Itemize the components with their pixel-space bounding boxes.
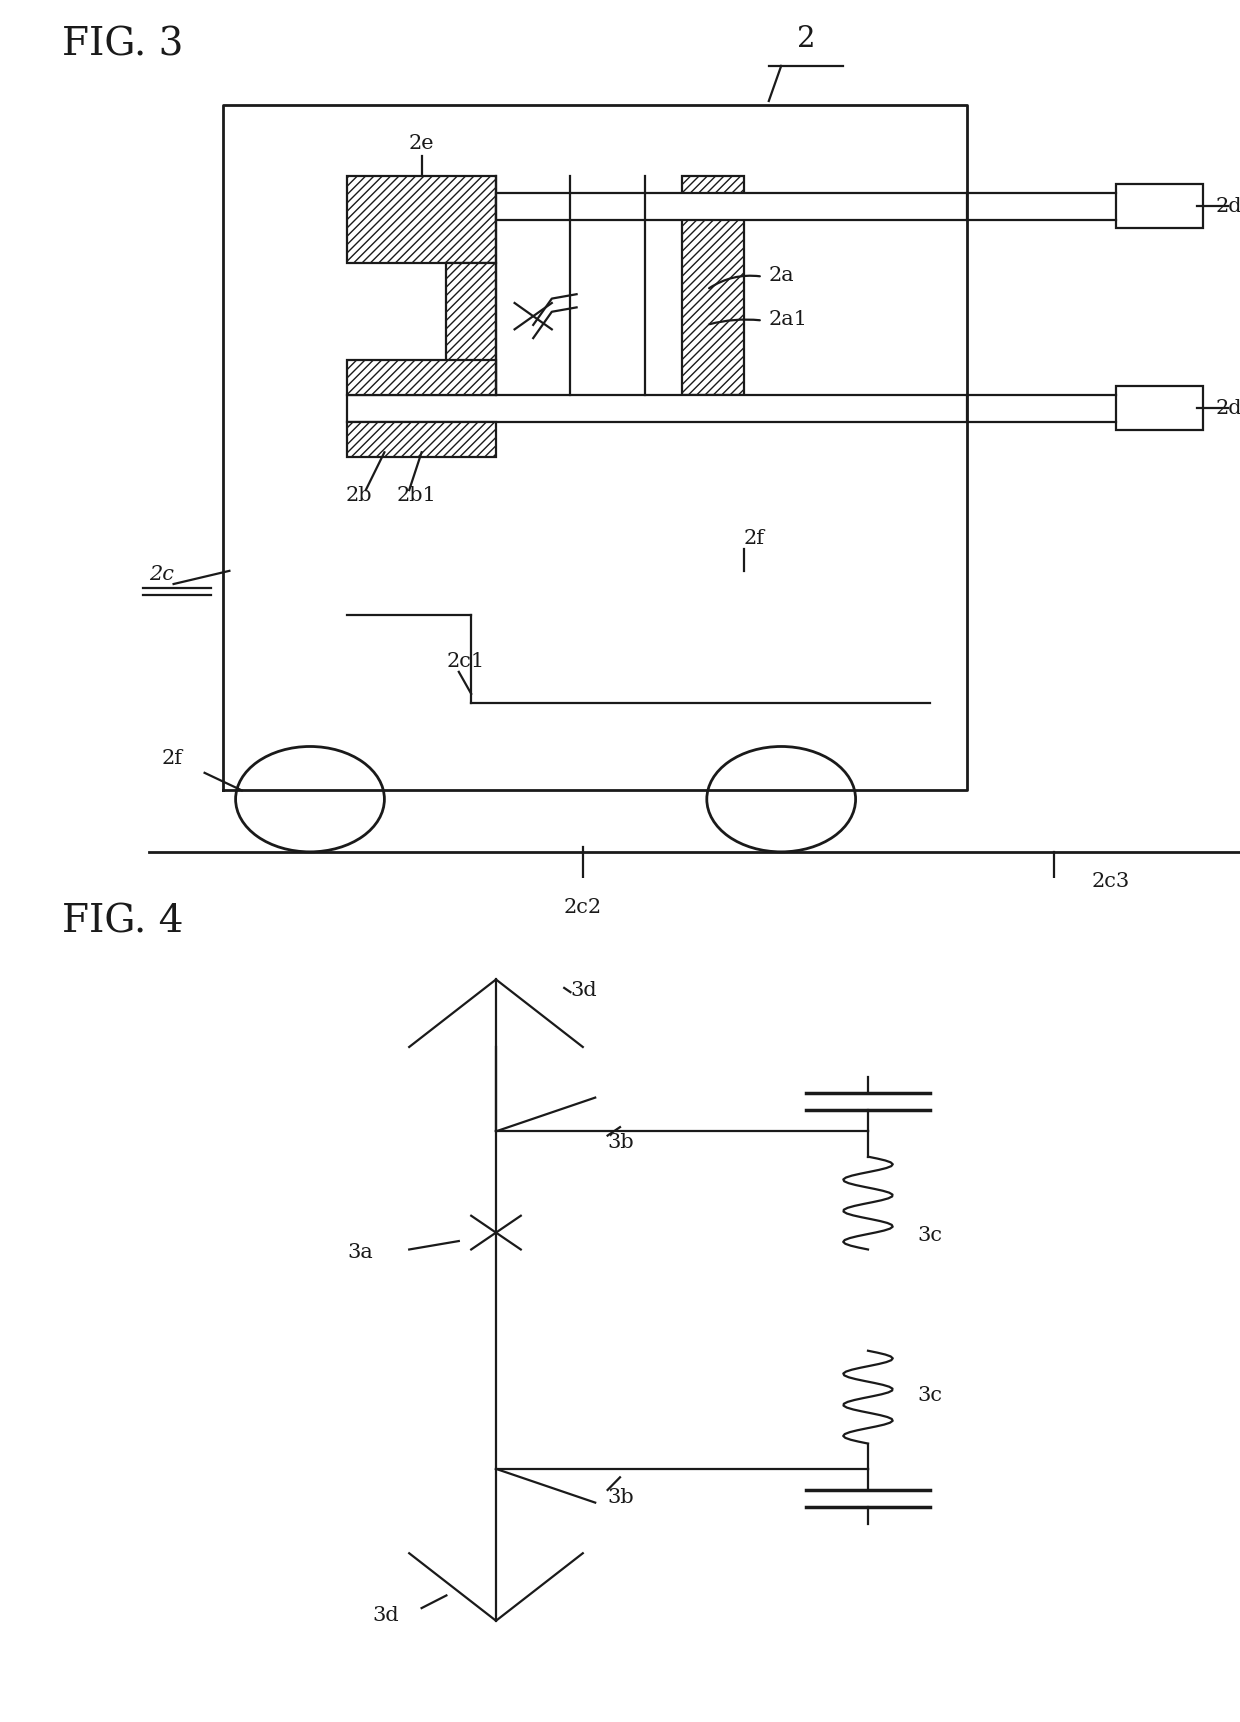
Text: 3c: 3c bbox=[918, 1226, 942, 1245]
Text: 3c: 3c bbox=[918, 1386, 942, 1405]
Bar bbox=[682, 176, 744, 396]
Bar bbox=[496, 193, 967, 219]
Text: 2f: 2f bbox=[744, 529, 765, 549]
Text: 2b1: 2b1 bbox=[397, 486, 436, 505]
Bar bbox=[347, 360, 496, 396]
Text: 2b: 2b bbox=[346, 486, 372, 505]
Text: FIG. 3: FIG. 3 bbox=[62, 26, 184, 64]
Text: 3d: 3d bbox=[570, 982, 596, 1000]
Bar bbox=[1116, 184, 1203, 229]
Text: 3a: 3a bbox=[347, 1243, 373, 1262]
Bar bbox=[347, 422, 496, 456]
Text: 2: 2 bbox=[797, 24, 815, 53]
Bar bbox=[347, 176, 496, 263]
Bar bbox=[446, 263, 496, 396]
Text: FIG. 4: FIG. 4 bbox=[62, 904, 184, 940]
Text: 2f: 2f bbox=[161, 749, 182, 768]
Text: 2c1: 2c1 bbox=[446, 653, 485, 672]
Text: 2d: 2d bbox=[1215, 196, 1240, 215]
Text: 2a: 2a bbox=[769, 265, 795, 286]
Text: 2c2: 2c2 bbox=[564, 899, 601, 918]
Text: 2d: 2d bbox=[1215, 400, 1240, 418]
Text: 2c: 2c bbox=[149, 565, 174, 584]
Bar bbox=[1116, 386, 1203, 430]
Bar bbox=[347, 394, 967, 422]
Text: 3d: 3d bbox=[372, 1605, 398, 1626]
Text: 2a1: 2a1 bbox=[769, 310, 807, 329]
Text: 3b: 3b bbox=[608, 1133, 634, 1152]
Text: 3b: 3b bbox=[608, 1488, 634, 1507]
Text: 2e: 2e bbox=[409, 134, 434, 153]
Text: 2c3: 2c3 bbox=[1091, 871, 1130, 890]
